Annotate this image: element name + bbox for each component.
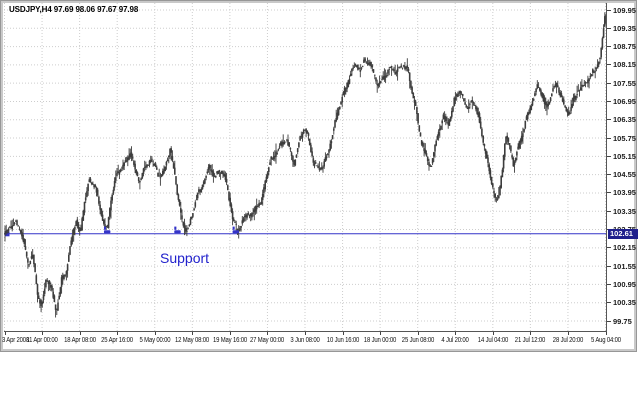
price-axis-label: 100.35 [613, 298, 636, 308]
time-axis-tick [492, 332, 494, 335]
price-axis-label: 103.35 [613, 206, 636, 216]
candlestick-chart[interactable] [4, 3, 607, 332]
time-axis-tick [305, 332, 306, 335]
time-axis-tick [4, 332, 6, 335]
time-axis-label: 3 Apr 2008 [2, 337, 30, 344]
price-axis-tick [607, 174, 611, 176]
price-axis-tick [607, 100, 611, 102]
price-axis-tick [607, 155, 611, 157]
price-axis-tick [607, 302, 611, 304]
price-axis-tick [607, 247, 611, 249]
price-axis-label: 109.35 [613, 23, 636, 33]
time-axis-label: 21 Jul 12:00 [515, 337, 546, 344]
time-axis[interactable]: 3 Apr 2008 11 Apr 00:00 18 Apr 08:00 25 Apr… [2, 332, 640, 350]
price-axis-tick [607, 9, 611, 11]
time-axis-tick [79, 332, 81, 335]
price-axis-tick [607, 265, 611, 267]
price-axis-label: 108.75 [613, 42, 636, 52]
time-axis-label: 5 May 00:00 [139, 337, 171, 344]
price-axis-label: 105.15 [613, 151, 636, 161]
time-axis-label: 25 Apr 16:00 [101, 337, 134, 344]
price-axis-tick [607, 82, 611, 84]
price-axis-label: 99.75 [613, 316, 632, 326]
price-axis-label: 108.15 [613, 60, 636, 70]
price-axis-tick [607, 320, 611, 322]
price-axis-label: 105.75 [613, 133, 636, 143]
support-price-highlight-label: 102.61 [608, 228, 638, 239]
time-axis-tick [417, 332, 419, 335]
time-axis-label: 12 May 08:00 [175, 337, 210, 344]
time-axis-tick [229, 332, 231, 335]
thumbs-up-icon[interactable] [174, 226, 181, 234]
price-axis-label: 106.35 [613, 115, 636, 125]
price-axis[interactable]: 109.95 109.35 108.75 108.15 107.55 106.95 106.… [607, 3, 640, 332]
time-axis-label: 19 May 16:00 [212, 337, 247, 344]
time-axis-tick [605, 332, 607, 335]
price-axis-tick [607, 119, 611, 121]
time-axis-tick [267, 332, 269, 335]
time-axis-tick [42, 332, 44, 335]
thumbs-up-icon[interactable] [232, 226, 239, 234]
price-axis-label: 109.95 [613, 5, 636, 15]
price-axis-label: 106.95 [613, 96, 636, 106]
time-axis-label: 5 Aug 04:00 [590, 337, 621, 344]
price-axis-tick [607, 283, 611, 285]
time-axis-label: 14 Jul 04:00 [477, 337, 509, 344]
time-axis-label: 18 Apr 08:00 [63, 337, 96, 344]
time-axis-label: 27 May 00:00 [250, 337, 285, 344]
price-axis-tick [607, 137, 611, 139]
price-axis-tick [607, 27, 611, 29]
time-axis-tick [567, 332, 569, 335]
support-line-handle[interactable] [4, 231, 10, 237]
price-axis-label: 107.55 [613, 78, 636, 88]
price-axis-tick [607, 64, 611, 66]
time-axis-label: 10 Jun 16:00 [326, 337, 359, 344]
support-annotation-text[interactable]: Support [160, 250, 210, 266]
price-axis-tick [607, 210, 611, 212]
time-axis-tick [380, 332, 382, 335]
price-axis-tick [607, 46, 611, 48]
time-axis-label: 3 Jun 08:00 [290, 337, 320, 344]
candlestick-chart-area[interactable] [4, 3, 607, 332]
candle-bodies [4, 15, 607, 311]
time-axis-label: 25 Jun 08:00 [401, 337, 434, 344]
time-axis-tick [455, 332, 457, 335]
time-axis-label: 11 Apr 00:00 [26, 337, 58, 344]
time-axis-label: 4 Jul 20:00 [441, 337, 469, 344]
chart-title-ohlc: USDJPY,H4 97.69 98.06 97.67 97.98 [9, 5, 139, 14]
time-axis-tick [154, 332, 156, 335]
price-axis-tick [607, 192, 611, 194]
window-frame-inner-bevel [1, 1, 636, 351]
price-axis-label: 102.15 [613, 243, 636, 253]
grid [4, 3, 607, 331]
time-axis-label: 18 Jun 00:00 [363, 337, 397, 344]
time-axis-tick [192, 332, 194, 335]
price-axis-label: 104.55 [613, 170, 636, 180]
time-axis-tick [342, 332, 344, 335]
time-axis-label: 28 Jul 20:00 [552, 337, 584, 344]
price-axis-label: 100.95 [613, 279, 636, 289]
thumbs-up-icon[interactable] [103, 226, 111, 234]
price-axis-label: 103.95 [613, 188, 636, 198]
price-axis-label: 101.55 [613, 261, 636, 271]
time-axis-tick [117, 332, 119, 335]
time-axis-tick [530, 332, 532, 335]
